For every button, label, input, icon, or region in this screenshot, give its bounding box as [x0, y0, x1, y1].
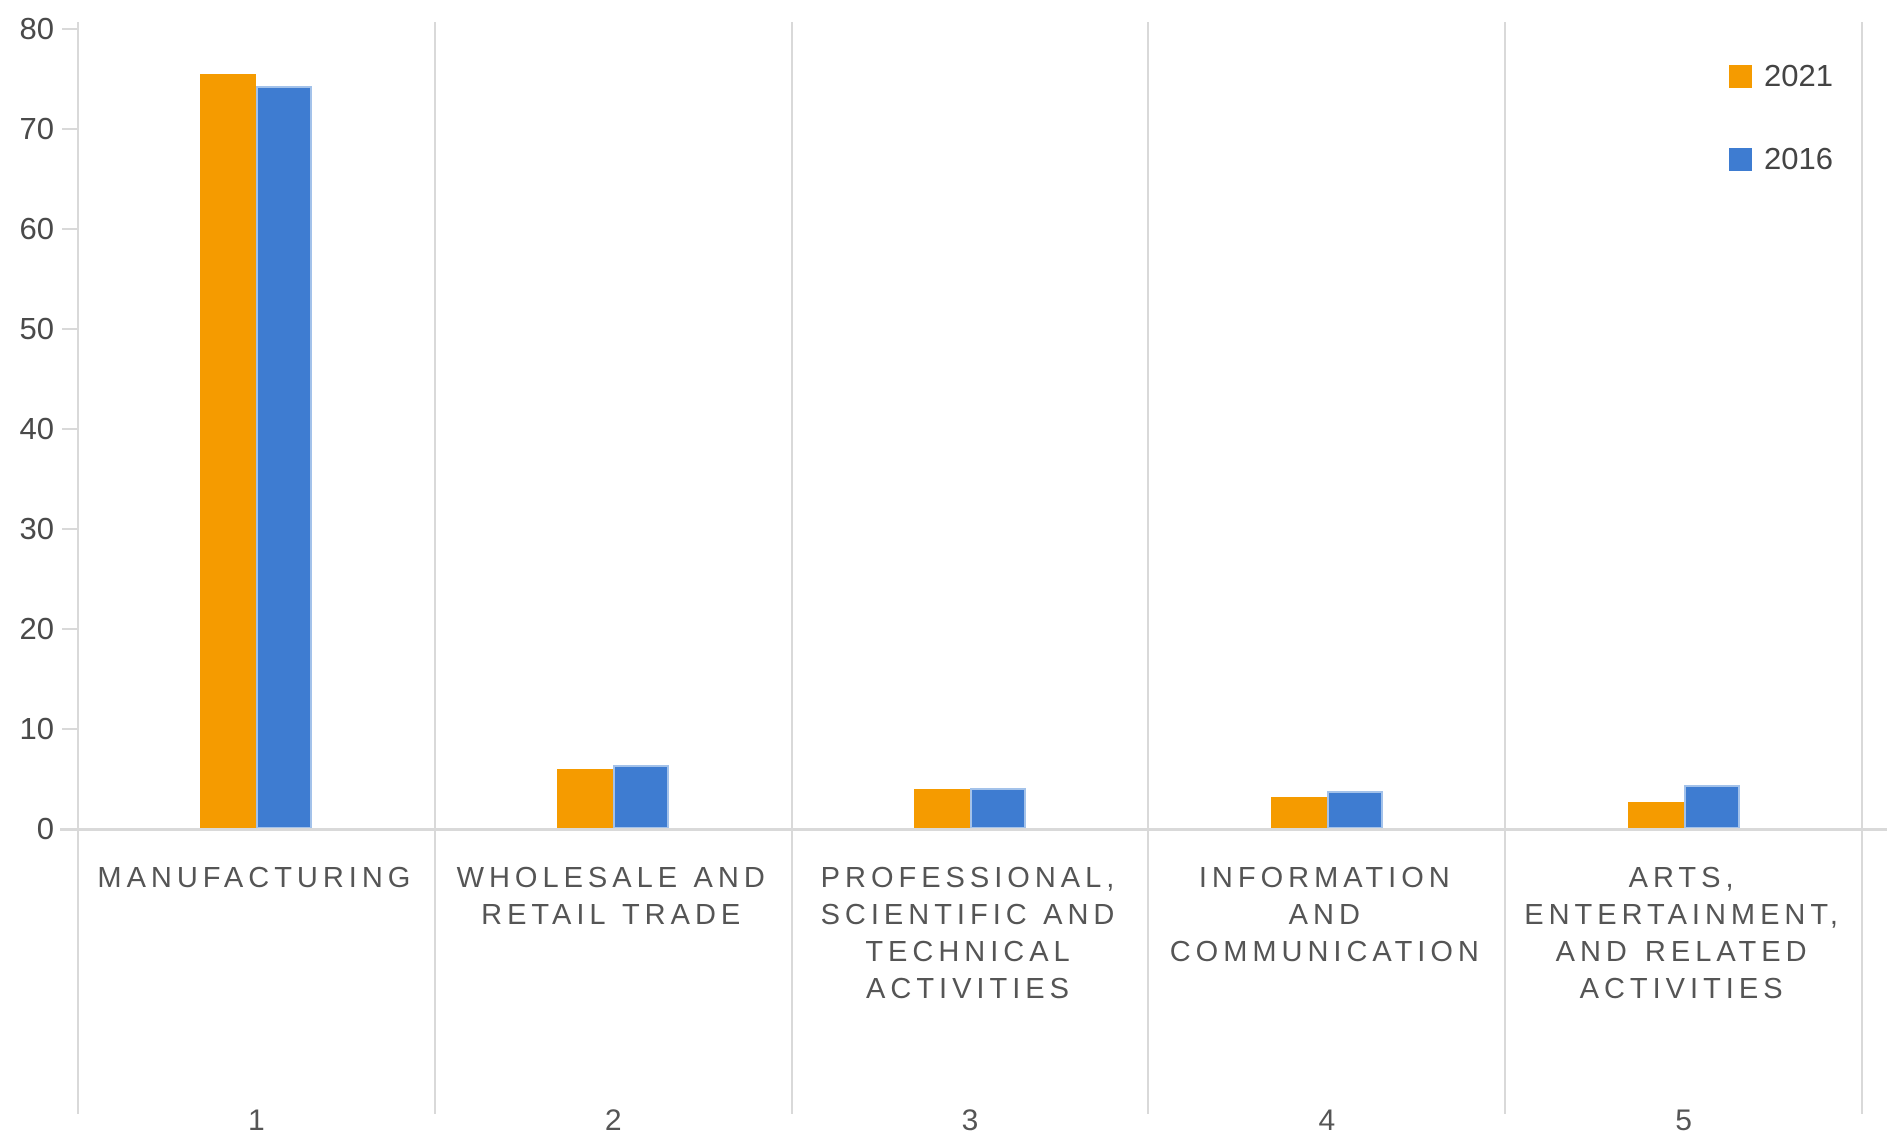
bar-2016 — [1683, 785, 1740, 829]
category-panel: PROFESSIONAL, SCIENTIFIC AND TECHNICAL ACTI… — [791, 22, 1150, 1137]
category-number: 3 — [961, 1104, 979, 1137]
category-panel: INFORMATION AND COMMUNICATION 4 — [1147, 22, 1507, 1137]
legend-item-2016: 2016 — [1729, 141, 1833, 177]
y-tick-label: 10 — [19, 711, 54, 746]
bar-2016 — [1326, 791, 1383, 829]
category-label-line: ARTS, — [1628, 862, 1739, 894]
y-tick-mark — [62, 128, 77, 130]
y-tick-label: 50 — [19, 311, 54, 346]
category-label: MANUFACTURING — [77, 860, 436, 897]
y-tick-mark — [62, 28, 77, 30]
category-label-line: AND RELATED — [1555, 936, 1812, 968]
category-label-line: SCIENTIFIC AND — [820, 899, 1120, 931]
category-label: PROFESSIONAL, SCIENTIFIC AND TECHNICAL ACTI… — [791, 860, 1150, 1008]
y-tick-label: 20 — [19, 611, 54, 646]
y-tick-mark — [62, 428, 77, 430]
category-panel: WHOLESALE AND RETAIL TRADE 2 — [434, 22, 793, 1137]
legend-label: 2021 — [1764, 58, 1833, 93]
y-tick-mark — [62, 528, 77, 530]
x-axis-line — [60, 828, 1887, 831]
y-tick-label: 40 — [19, 411, 54, 446]
category-number: 2 — [604, 1104, 622, 1137]
bar-2021 — [1270, 797, 1327, 829]
bar-group — [1506, 22, 1861, 829]
bar-2016 — [256, 86, 313, 829]
category-label-line: TECHNICAL — [865, 936, 1075, 968]
category-panel: MANUFACTURING 1 — [77, 22, 436, 1137]
y-tick-mark — [62, 728, 77, 730]
y-tick-mark — [62, 328, 77, 330]
legend: 2021 2016 — [1729, 58, 1833, 224]
category-label-line: ENTERTAINMENT, — [1524, 899, 1843, 931]
bar-2021 — [557, 769, 614, 829]
bar-2021 — [1627, 802, 1684, 829]
category-number: 4 — [1318, 1104, 1336, 1137]
plot-area: MANUFACTURING 1 WHOLESALE AND RETAIL TRADE 2… — [77, 22, 1863, 1137]
y-tick-mark — [62, 628, 77, 630]
category-label-line: PROFESSIONAL, — [820, 862, 1120, 894]
bar-2016 — [613, 765, 670, 829]
category-label: WHOLESALE AND RETAIL TRADE — [434, 860, 793, 934]
category-label-line: RETAIL TRADE — [481, 899, 746, 931]
y-tick-label: 0 — [36, 811, 54, 846]
legend-swatch-2016 — [1729, 147, 1752, 171]
bar-2016 — [969, 788, 1026, 829]
y-tick-label: 60 — [19, 211, 54, 246]
category-label-line: INFORMATION — [1198, 862, 1455, 894]
category-number: 5 — [1675, 1104, 1692, 1137]
bar-group — [436, 22, 791, 829]
category-number: 1 — [248, 1104, 265, 1137]
y-tick-label: 70 — [19, 111, 54, 146]
y-tick-label: 80 — [19, 11, 54, 46]
legend-item-2021: 2021 — [1729, 58, 1833, 94]
category-panel: ARTS, ENTERTAINMENT, AND RELATED ACTIVITIES… — [1504, 22, 1863, 1137]
category-label-line: ACTIVITIES — [1579, 973, 1788, 1005]
bar-group — [793, 22, 1148, 829]
bar-2021 — [200, 74, 257, 829]
category-label: ARTS, ENTERTAINMENT, AND RELATED ACTIVITIES — [1504, 860, 1863, 1008]
category-label-line: COMMUNICATION — [1169, 936, 1484, 968]
category-label: INFORMATION AND COMMUNICATION — [1147, 860, 1506, 971]
legend-label: 2016 — [1764, 141, 1833, 176]
legend-swatch-2021 — [1729, 64, 1752, 88]
category-label-line: ACTIVITIES — [866, 973, 1074, 1005]
y-tick-label: 30 — [19, 511, 54, 546]
category-label-line: WHOLESALE AND — [456, 862, 770, 894]
category-label-line: MANUFACTURING — [97, 862, 416, 894]
y-tick-mark — [62, 228, 77, 230]
bar-group — [79, 22, 434, 829]
bar-2021 — [913, 789, 970, 829]
category-label-line: AND — [1288, 899, 1365, 931]
bar-group — [1149, 22, 1504, 829]
